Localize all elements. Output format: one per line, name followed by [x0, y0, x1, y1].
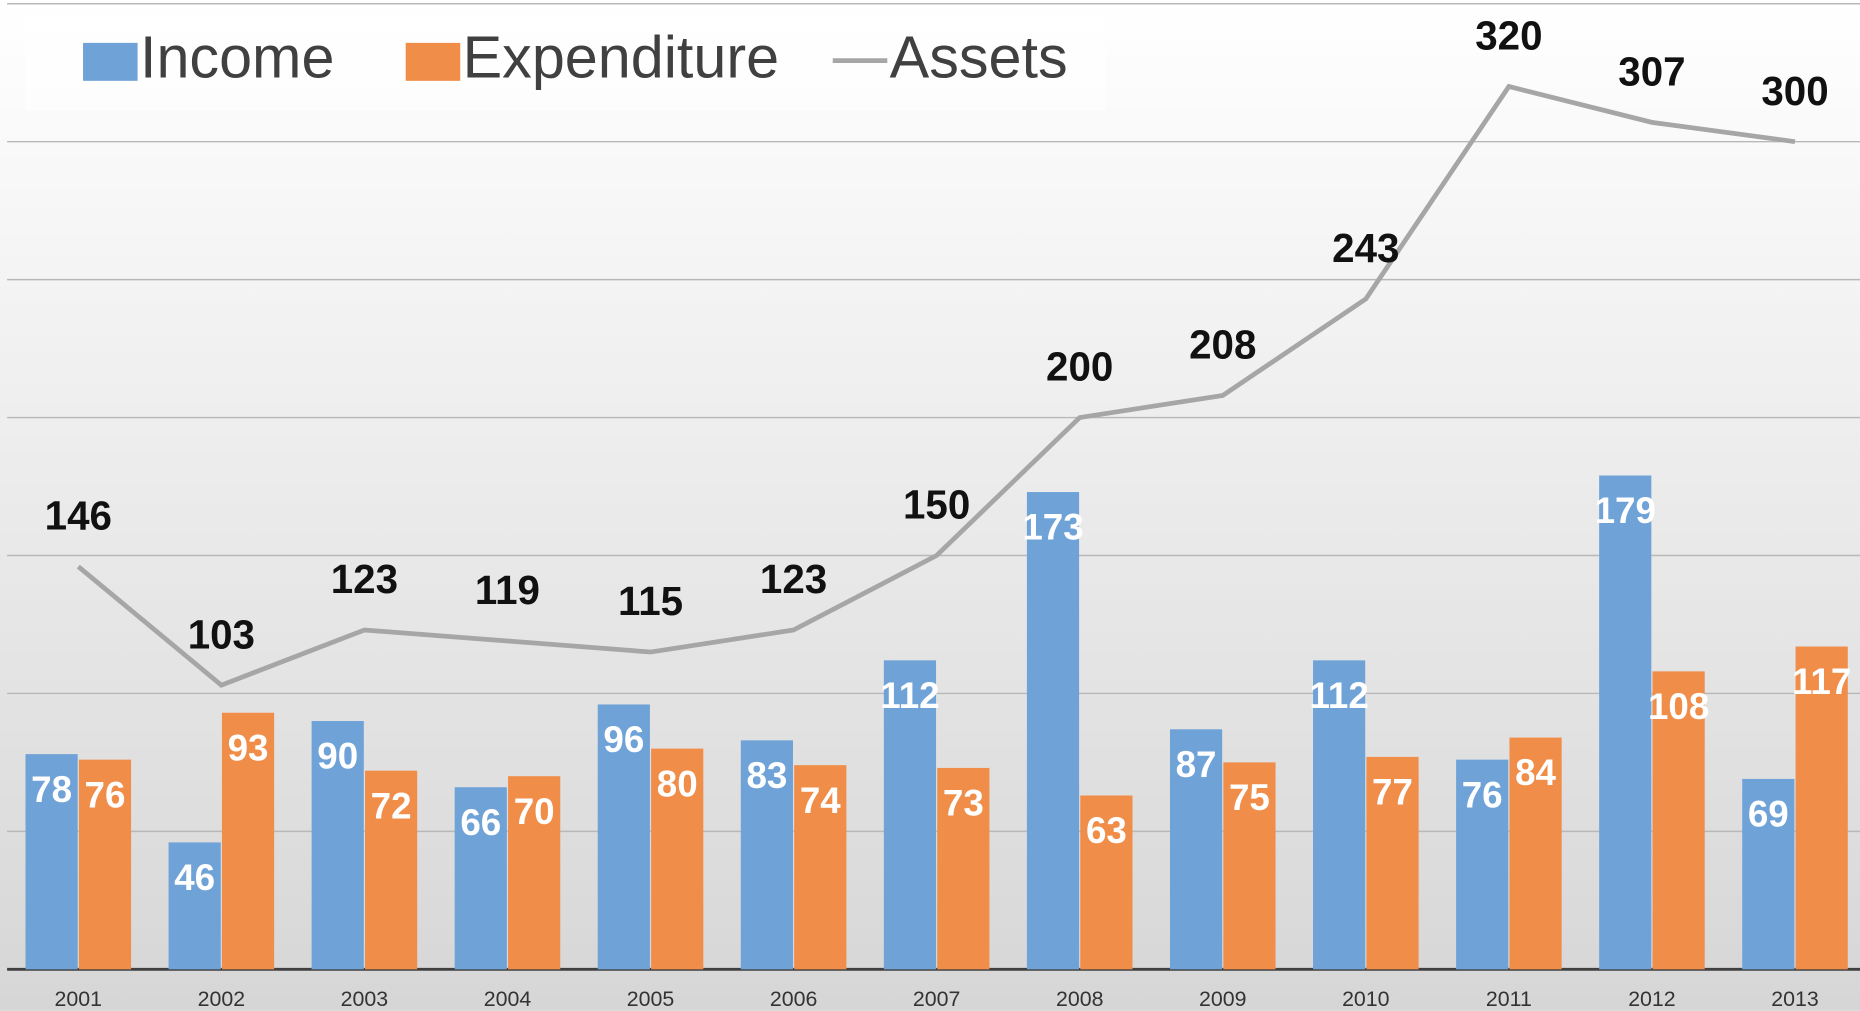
legend-label: Assets: [890, 24, 1068, 91]
x-tick-label: 2008: [1056, 987, 1103, 1011]
bar: [311, 721, 364, 970]
legend: Income Expenditure Assets: [83, 24, 1068, 91]
bar: [1509, 737, 1562, 970]
line-value-label: 243: [1332, 225, 1399, 271]
line-value-label: 307: [1618, 49, 1685, 95]
bar: [508, 776, 561, 970]
bar: [365, 770, 418, 970]
line-value-label: 208: [1189, 322, 1256, 368]
bar: [1456, 759, 1509, 970]
marks: 2001 2002 2003 2004 2005 2006 2007 2008 2009 2010…: [25, 13, 1851, 1011]
bar-value-label: 112: [880, 675, 939, 716]
bar: [221, 712, 275, 970]
bar-value-label: 173: [1022, 507, 1083, 548]
bar: [1795, 646, 1848, 970]
line-value-label: 123: [331, 556, 398, 602]
bar: [597, 704, 650, 970]
x-tick-label: 2011: [1486, 987, 1532, 1011]
x-tick-label: 2001: [55, 987, 102, 1011]
bar-value-label: 80: [657, 763, 698, 804]
bar: [1026, 492, 1080, 970]
x-tick-label: 2013: [1771, 987, 1818, 1011]
bar-value-label: 75: [1229, 777, 1270, 818]
line-value-label: 146: [45, 493, 112, 539]
bar: [1742, 778, 1795, 970]
bar-value-label: 66: [460, 802, 501, 843]
bar-value-label: 84: [1515, 752, 1556, 793]
line-value-label: 115: [618, 578, 683, 624]
bar-value-label: 93: [228, 727, 269, 768]
bar-value-label: 72: [371, 785, 412, 826]
bar-value-label: 112: [1309, 675, 1368, 716]
bar: [78, 759, 132, 970]
x-tick-label: 2010: [1342, 987, 1390, 1011]
bar: [168, 842, 221, 970]
legend-box: [24, 15, 1106, 111]
bar: [794, 765, 847, 970]
bar-value-label: 46: [174, 857, 215, 898]
x-tick-label: 2009: [1199, 987, 1246, 1011]
bar: [1599, 475, 1652, 970]
legend-swatch: [83, 42, 138, 81]
legend-label: Income: [140, 24, 334, 91]
bar-value-label: 78: [31, 769, 72, 810]
bar-value-label: 77: [1372, 772, 1413, 813]
line-value-label: 320: [1475, 13, 1542, 59]
line-value-label: 200: [1046, 344, 1113, 390]
x-tick-label: 2012: [1628, 987, 1675, 1011]
bar: [1080, 795, 1133, 970]
bar-value-label: 63: [1086, 810, 1127, 851]
bar-value-label: 83: [746, 755, 787, 796]
x-tick-label: 2003: [341, 987, 388, 1011]
bar: [1366, 756, 1419, 970]
bar: [25, 754, 78, 970]
bar-value-label: 74: [800, 780, 841, 821]
bar-value-label: 96: [603, 719, 644, 760]
bar: [1313, 660, 1366, 970]
legend-swatch: [405, 42, 461, 81]
line-value-label: 119: [475, 567, 540, 613]
x-tick-label: 2007: [913, 987, 960, 1011]
bar: [454, 787, 507, 970]
bar: [883, 660, 937, 970]
bar-value-label: 87: [1176, 744, 1217, 785]
bar: [740, 740, 793, 970]
bar-value-label: 76: [1462, 774, 1503, 815]
bar-value-label: 69: [1748, 794, 1789, 835]
x-tick-label: 2006: [770, 987, 817, 1011]
bar: [937, 767, 990, 970]
bar-value-label: 70: [514, 791, 555, 832]
x-tick-label: 2005: [627, 987, 674, 1011]
bar-value-label: 108: [1648, 686, 1709, 727]
bar-value-label: 76: [85, 774, 126, 815]
x-tick-label: 2004: [484, 987, 532, 1011]
legend-label: Expenditure: [463, 24, 779, 91]
bar-value-label: 73: [943, 783, 984, 824]
x-tick-label: 2002: [198, 987, 245, 1011]
bar-value-label: 117: [1792, 661, 1851, 702]
line-value-label: 103: [188, 611, 255, 657]
bar: [1169, 729, 1223, 970]
bar: [1652, 671, 1705, 970]
bar-value-label: 179: [1595, 490, 1656, 531]
line: [76, 83, 1796, 688]
bar-value-label: 90: [317, 736, 358, 777]
line-value-label: 123: [760, 556, 827, 602]
line-value-label: 150: [903, 482, 970, 528]
bar: [1223, 762, 1276, 970]
line-value-label: 300: [1761, 68, 1828, 114]
bar: [651, 748, 704, 970]
